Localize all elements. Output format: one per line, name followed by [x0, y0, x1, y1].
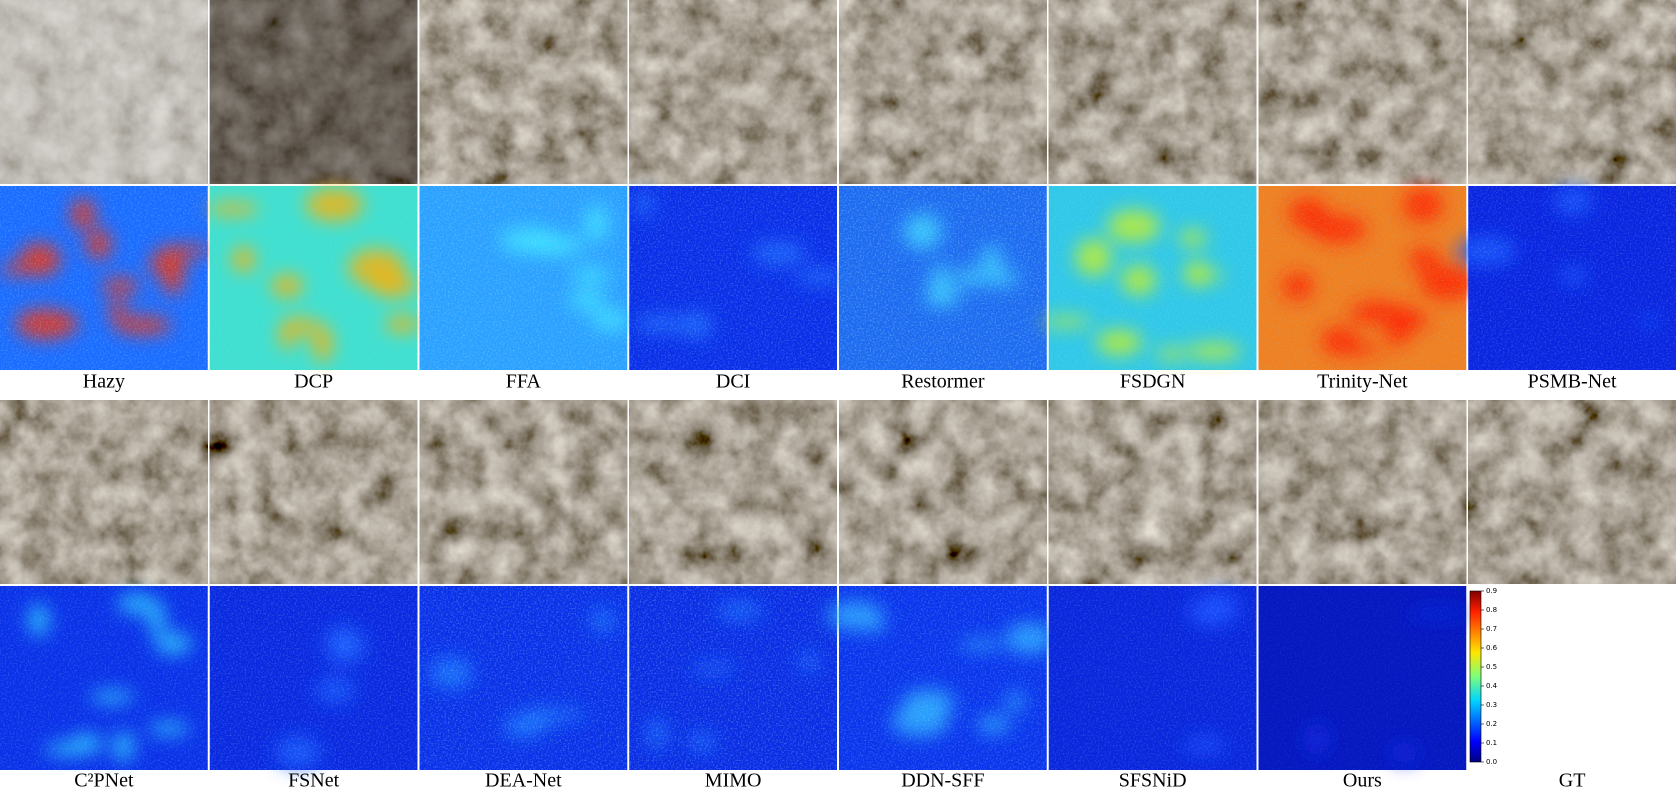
error-speckle: [629, 186, 837, 370]
colorbar-tick-label: 0.3: [1486, 701, 1497, 709]
result-image: [839, 0, 1047, 184]
colorbar-tick-label: 0.4: [1486, 682, 1498, 690]
error-speckle: [0, 186, 208, 370]
method-label: DDN-SFF: [901, 770, 984, 792]
error-speckle: [0, 586, 208, 770]
result-image: [1048, 0, 1257, 184]
error-map: [0, 186, 214, 370]
error-speckle: [209, 586, 418, 770]
result-image: [839, 400, 1047, 584]
method-label: DEA-Net: [485, 770, 562, 792]
method-label: FFA: [506, 371, 542, 393]
method-label: Trinity-Net: [1317, 371, 1408, 393]
image-texture: [1468, 0, 1676, 184]
image-texture: [209, 0, 418, 184]
result-image: [419, 400, 628, 584]
image-texture: [1048, 400, 1257, 584]
image-texture: [1258, 0, 1467, 184]
method-label: Restormer: [901, 371, 985, 393]
error-map: [629, 586, 837, 770]
image-texture: [419, 400, 628, 584]
result-image: [419, 0, 628, 184]
result-image: [0, 0, 208, 184]
error-speckle: [419, 186, 628, 370]
error-speckle: [629, 586, 837, 770]
method-label: Ours: [1343, 770, 1382, 792]
colorbar-tick-label: 0.7: [1486, 625, 1497, 633]
method-label: DCI: [716, 371, 750, 393]
error-map: [0, 586, 208, 770]
dark: [209, 0, 418, 184]
method-label: DCP: [294, 371, 333, 393]
error-speckle: [419, 586, 628, 770]
error-map: [1048, 586, 1257, 770]
colorbar-tick-label: 0.8: [1486, 606, 1497, 614]
result-image: [1258, 0, 1467, 184]
result-image: [629, 0, 837, 184]
method-label: FSDGN: [1120, 371, 1186, 393]
colorbar-tick-label: 0.5: [1486, 663, 1497, 671]
result-image: [1048, 400, 1257, 584]
error-speckle: [1258, 186, 1467, 370]
error-map: [826, 586, 1055, 770]
image-texture: [629, 0, 837, 184]
method-label: MIMO: [705, 770, 762, 792]
method-label: SFSNiD: [1119, 770, 1187, 792]
error-map: [629, 186, 845, 370]
error-speckle: [209, 186, 418, 370]
image-texture: [419, 0, 628, 184]
error-speckle: [839, 186, 1047, 370]
result-image: [1468, 0, 1676, 184]
method-label: FSNet: [288, 770, 340, 792]
error-map: [1258, 586, 1468, 770]
error-map: [209, 586, 418, 770]
error-speckle: [1048, 186, 1257, 370]
error-speckle: [839, 586, 1047, 770]
error-map: [1041, 186, 1257, 370]
result-image: [1258, 400, 1467, 584]
method-label: C²PNet: [74, 770, 134, 792]
error-map: [839, 186, 1047, 370]
colorbar-tick-label: 0.2: [1486, 720, 1497, 728]
image-texture: [839, 400, 1047, 584]
image-texture: [839, 0, 1047, 184]
method-label: PSMB-Net: [1528, 371, 1617, 393]
image-texture: [629, 400, 837, 584]
error-speckle: [1468, 186, 1676, 370]
image-texture: [1048, 0, 1257, 184]
error-map: [1258, 186, 1478, 370]
error-speckle: [1048, 586, 1257, 770]
error-map: [207, 186, 420, 370]
image-texture: [1468, 400, 1676, 584]
error-map: [1456, 186, 1676, 370]
colorbar-tick-label: 0.0: [1486, 758, 1497, 766]
colorbar: [1469, 590, 1482, 763]
method-label: Hazy: [83, 371, 125, 393]
result-image: [0, 400, 208, 584]
colorbar-tick-label: 0.9: [1486, 587, 1497, 595]
haze: [0, 0, 208, 184]
result-image: [629, 400, 837, 584]
image-texture: [209, 400, 418, 584]
error-map: [419, 586, 628, 770]
error-speckle: [1258, 586, 1467, 770]
result-image: [209, 400, 418, 584]
colorbar-tick-label: 0.6: [1486, 644, 1498, 652]
colorbar-tick-label: 0.1: [1486, 739, 1497, 747]
image-texture: [1258, 400, 1467, 584]
result-image: [209, 0, 418, 184]
result-image: [1468, 400, 1676, 584]
image-texture: [0, 400, 208, 584]
method-label: GT: [1559, 770, 1586, 792]
error-map: [419, 186, 632, 370]
